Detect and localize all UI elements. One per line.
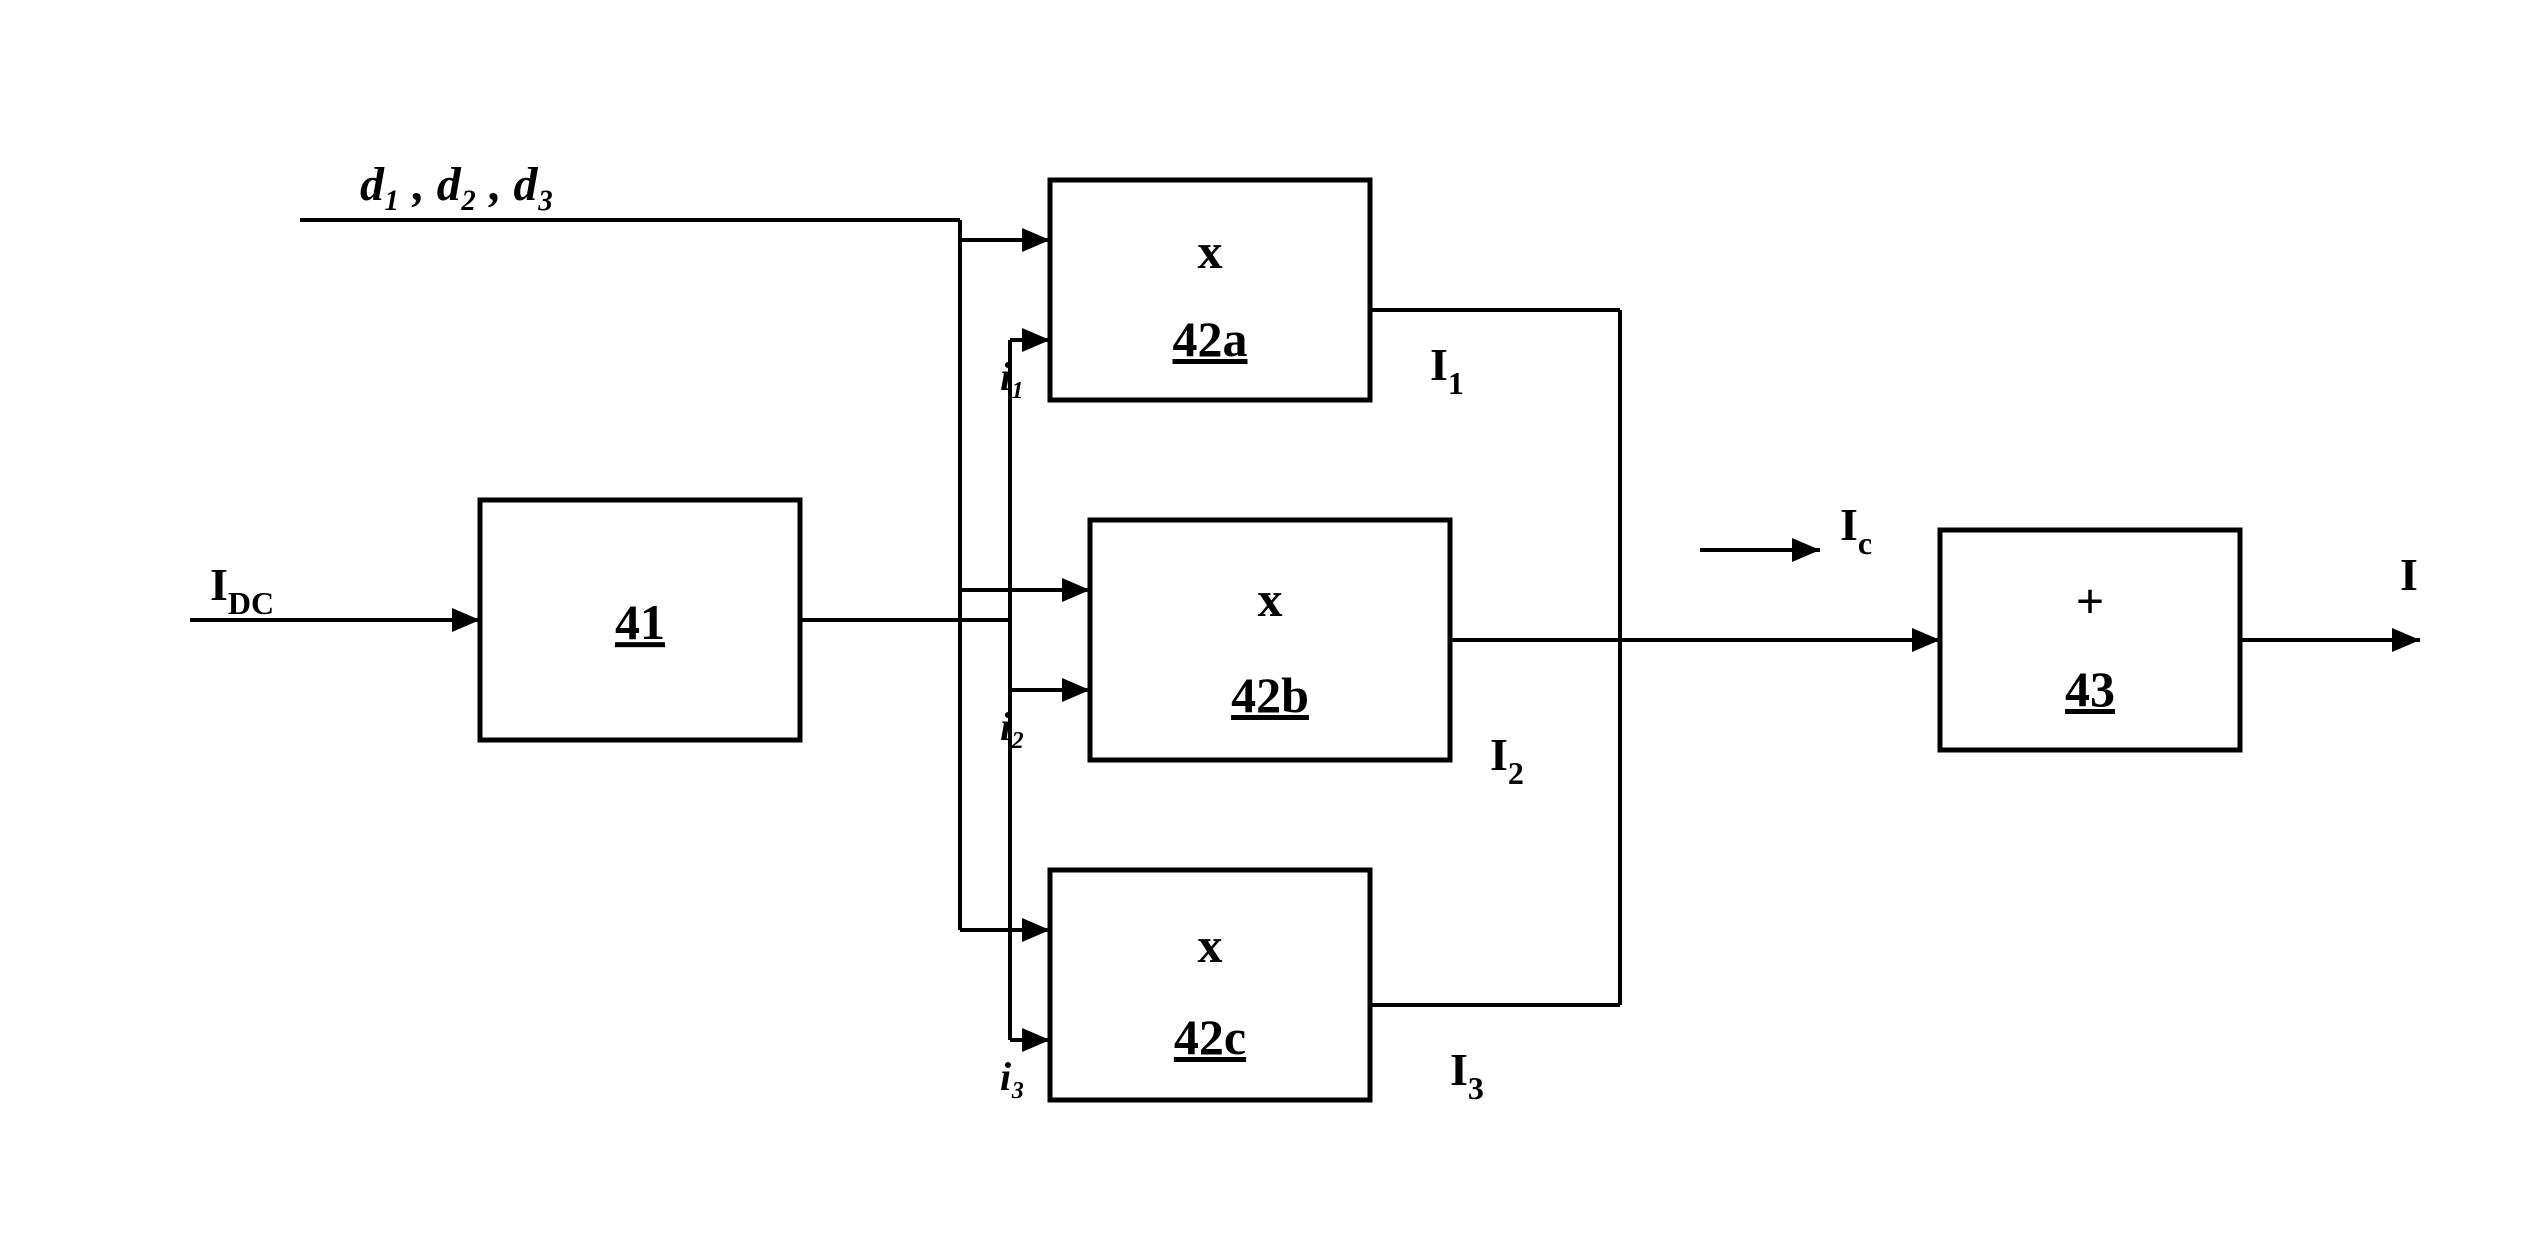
arrowhead [1062, 578, 1090, 602]
block-op: x [1198, 223, 1223, 279]
block-op: x [1258, 571, 1283, 627]
block-42c [1050, 870, 1370, 1100]
block-op: x [1198, 917, 1223, 973]
label-I1: I1 [1430, 339, 1464, 401]
label-Ic: Ic [1840, 499, 1872, 561]
arrowhead [1022, 228, 1050, 252]
label-idc: IDC [210, 559, 274, 621]
label-i3: i₃ [1000, 1054, 1025, 1099]
block-id: 42b [1231, 667, 1309, 723]
arrowhead [452, 608, 480, 632]
arrowhead [1792, 538, 1820, 562]
arrowhead [1022, 328, 1050, 352]
arrowhead [1022, 918, 1050, 942]
block-42b [1090, 520, 1450, 760]
arrowhead [2392, 628, 2420, 652]
label-d-in: d₁ , d₂ , d₃ [360, 158, 554, 211]
label-i2: i₂ [1000, 704, 1025, 749]
block-id: 42c [1174, 1009, 1246, 1065]
block-id: 43 [2065, 661, 2115, 717]
label-I2: I2 [1490, 729, 1524, 791]
label-I-out: I [2400, 549, 2418, 600]
block-id: 42a [1173, 311, 1248, 367]
block-43 [1940, 530, 2240, 750]
label-i1: i₁ [1000, 354, 1025, 399]
block-id: 41 [615, 594, 665, 650]
label-I3: I3 [1450, 1044, 1484, 1106]
block-op: + [2076, 573, 2105, 629]
arrowhead [1022, 1028, 1050, 1052]
arrowhead [1062, 678, 1090, 702]
arrowhead [1912, 628, 1940, 652]
block-42a [1050, 180, 1370, 400]
